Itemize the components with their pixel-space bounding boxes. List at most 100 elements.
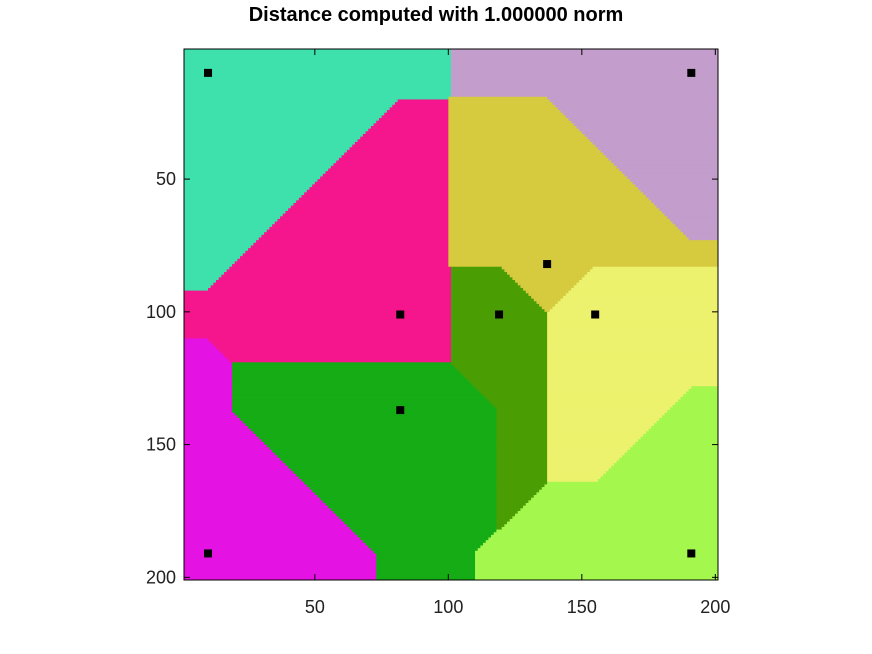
- region-cell: [184, 550, 375, 554]
- region-cell: [512, 516, 719, 520]
- region-cell: [496, 526, 503, 531]
- region-cell: [496, 479, 548, 483]
- region-cell: [448, 133, 585, 138]
- region-cell: [480, 391, 548, 395]
- region-cell: [210, 341, 452, 345]
- region-cell: [496, 465, 548, 469]
- region-cell: [605, 155, 719, 159]
- region-cell: [184, 383, 233, 387]
- region-cell: [688, 388, 719, 392]
- region-cell: [659, 208, 719, 212]
- region-cell: [330, 165, 449, 169]
- region-cell: [184, 59, 452, 63]
- region-cell: [523, 505, 719, 509]
- region-cell: [248, 426, 497, 430]
- region-cell: [613, 463, 719, 467]
- region-cell: [475, 556, 719, 560]
- region-cell: [184, 285, 212, 289]
- region-cell: [547, 412, 666, 416]
- region-cell: [336, 513, 497, 517]
- region-cell: [365, 131, 449, 135]
- region-cell: [448, 256, 719, 260]
- region-cell: [370, 125, 449, 130]
- region-cell: [184, 202, 294, 207]
- region-cell: [232, 396, 487, 400]
- region-cell: [461, 372, 548, 377]
- region-cell: [656, 420, 719, 424]
- region-cell: [547, 418, 660, 422]
- region-cell: [184, 537, 361, 541]
- region-cell: [184, 306, 452, 310]
- region-cell: [218, 349, 452, 353]
- x-tick-label: 50: [305, 597, 325, 617]
- region-cell: [547, 349, 719, 353]
- region-cell: [579, 279, 719, 284]
- region-cell: [573, 123, 719, 127]
- region-cell: [184, 540, 364, 544]
- region-cell: [184, 577, 377, 581]
- region-cell: [627, 449, 719, 454]
- region-cell: [520, 285, 575, 289]
- region-cell: [448, 147, 599, 151]
- region-cell: [184, 508, 332, 512]
- region-cell: [184, 314, 452, 318]
- region-cell: [459, 370, 548, 374]
- region-cell: [288, 465, 497, 469]
- region-cell: [184, 428, 252, 432]
- region-cell: [184, 157, 340, 161]
- region-cell: [232, 399, 489, 403]
- region-cell: [509, 274, 585, 278]
- region-cell: [376, 556, 476, 560]
- region-cell: [184, 431, 254, 435]
- region-cell: [448, 237, 690, 241]
- region-cell: [579, 128, 719, 132]
- region-cell: [480, 545, 719, 549]
- seed-marker: [495, 310, 504, 319]
- region-cell: [184, 327, 452, 331]
- region-cell: [680, 396, 719, 400]
- region-cell: [672, 221, 719, 225]
- region-cell: [184, 542, 367, 546]
- region-cell: [573, 285, 719, 289]
- region-cell: [184, 112, 385, 116]
- region-cell: [184, 460, 284, 464]
- region-cell: [232, 264, 449, 268]
- region-cell: [376, 564, 476, 568]
- region-cell: [600, 149, 719, 154]
- region-cell: [184, 195, 302, 199]
- region-cell: [523, 287, 572, 292]
- region-cell: [184, 534, 359, 539]
- region-cell: [624, 452, 719, 456]
- region-cell: [184, 343, 214, 347]
- region-cell: [547, 351, 719, 355]
- region-cell: [394, 102, 449, 106]
- region-cell: [224, 272, 452, 276]
- region-cell: [333, 163, 449, 167]
- region-cell: [184, 176, 321, 180]
- region-cell: [611, 465, 719, 469]
- region-cell: [253, 242, 449, 246]
- region-cell: [683, 232, 719, 236]
- region-cell: [184, 569, 377, 573]
- region-cell: [563, 112, 719, 116]
- region-cell: [336, 160, 449, 164]
- region-cell: [184, 532, 356, 536]
- region-cell: [547, 420, 658, 424]
- region-cell: [210, 285, 452, 289]
- region-cell: [184, 120, 377, 124]
- region-cell: [448, 149, 602, 154]
- region-cell: [651, 426, 719, 430]
- region-cell: [448, 250, 719, 254]
- region-cell: [659, 418, 719, 422]
- region-cell: [322, 173, 449, 177]
- region-cell: [547, 473, 604, 477]
- region-cell: [547, 481, 719, 485]
- region-cell: [184, 96, 449, 100]
- region-cell: [213, 343, 452, 347]
- region-cell: [448, 131, 583, 135]
- region-cell: [448, 168, 620, 172]
- region-cell: [184, 455, 278, 459]
- region-cell: [448, 205, 658, 209]
- region-cell: [184, 325, 452, 329]
- region-cell: [485, 540, 719, 544]
